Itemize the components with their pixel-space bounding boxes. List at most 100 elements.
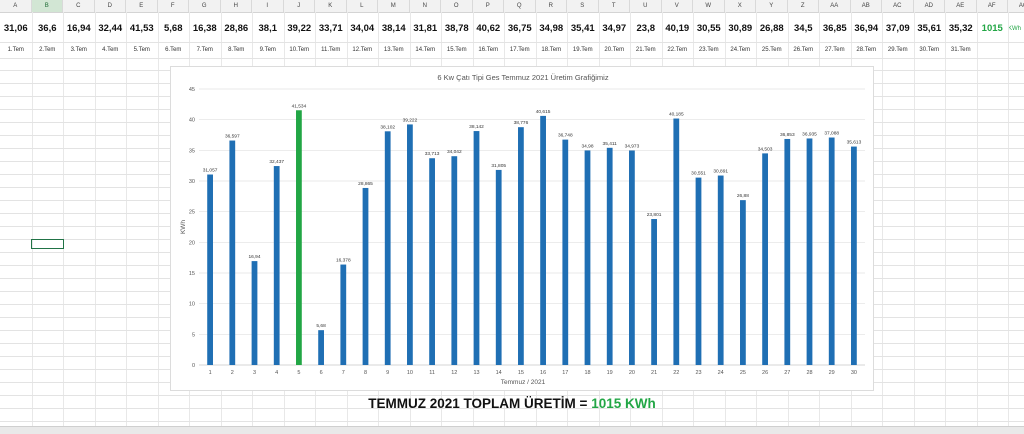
column-header-n[interactable]: N <box>410 0 441 12</box>
column-header-ag[interactable]: AG <box>1008 0 1024 12</box>
day-label-cell[interactable]: 29.Tem <box>887 47 908 53</box>
day-label-cell[interactable]: 19.Tem <box>572 47 593 53</box>
column-header-a[interactable]: A <box>0 0 32 12</box>
day-label-cell[interactable]: 13.Tem <box>383 47 404 53</box>
day-label-cell[interactable]: 15.Tem <box>446 47 467 53</box>
column-header-aa[interactable]: AA <box>819 0 851 12</box>
total-unit-cell[interactable]: KWh <box>1008 26 1022 32</box>
daily-value-cell[interactable]: 26,88 <box>759 23 784 34</box>
daily-value-cell[interactable]: 36,94 <box>854 23 879 34</box>
daily-value-cell[interactable]: 41,53 <box>129 23 154 34</box>
day-label-cell[interactable]: 26.Tem <box>793 47 814 53</box>
column-header-t[interactable]: T <box>599 0 630 12</box>
day-label-cell[interactable]: 12.Tem <box>352 47 373 53</box>
day-label-cell[interactable]: 28.Tem <box>856 47 877 53</box>
total-cell[interactable]: 1015 <box>981 23 1003 34</box>
daily-value-cell[interactable]: 23,8 <box>636 23 656 34</box>
daily-value-cell[interactable]: 34,04 <box>350 23 375 34</box>
column-header-ac[interactable]: AC <box>882 0 914 12</box>
column-header-q[interactable]: Q <box>504 0 536 12</box>
column-header-ae[interactable]: AE <box>945 0 977 12</box>
column-header-w[interactable]: W <box>693 0 725 12</box>
day-label-cell[interactable]: 17.Tem <box>509 47 530 53</box>
day-label-cell[interactable]: 9.Tem <box>259 47 276 53</box>
column-header-r[interactable]: R <box>536 0 567 12</box>
day-label-cell[interactable]: 7.Tem <box>196 47 213 53</box>
daily-value-cell[interactable]: 37,09 <box>885 23 910 34</box>
day-label-cell[interactable]: 10.Tem <box>289 47 310 53</box>
daily-value-cell[interactable]: 36,6 <box>38 23 57 34</box>
column-header-b[interactable]: B <box>31 0 63 12</box>
day-label-cell[interactable]: 3.Tem <box>70 47 87 53</box>
column-header-d[interactable]: D <box>95 0 126 12</box>
daily-value-cell[interactable]: 36,85 <box>822 23 847 34</box>
daily-value-cell[interactable]: 38,78 <box>444 23 469 34</box>
day-label-cell[interactable]: 24.Tem <box>730 47 751 53</box>
daily-value-cell[interactable]: 16,94 <box>66 23 91 34</box>
day-label-cell[interactable]: 18.Tem <box>541 47 562 53</box>
column-header-f[interactable]: F <box>158 0 189 12</box>
column-header-z[interactable]: Z <box>788 0 819 12</box>
day-label-cell[interactable]: 4.Tem <box>102 47 119 53</box>
day-label-cell[interactable]: 21.Tem <box>635 47 656 53</box>
column-header-x[interactable]: X <box>725 0 756 12</box>
column-header-h[interactable]: H <box>221 0 252 12</box>
chart-area[interactable]: 6 Kw Çatı Tipi Ges Temmuz 2021 Üretim Gr… <box>170 66 874 391</box>
column-header-u[interactable]: U <box>630 0 662 12</box>
column-header-v[interactable]: V <box>662 0 693 12</box>
column-header-ab[interactable]: AB <box>851 0 882 12</box>
daily-value-cell[interactable]: 38,1 <box>258 23 278 34</box>
day-label-cell[interactable]: 31.Tem <box>950 47 971 53</box>
daily-value-cell[interactable]: 38,14 <box>381 23 406 34</box>
column-header-y[interactable]: Y <box>756 0 788 12</box>
column-header-o[interactable]: O <box>441 0 473 12</box>
column-header-s[interactable]: S <box>567 0 599 12</box>
daily-value-cell[interactable]: 30,89 <box>728 23 753 34</box>
daily-value-cell[interactable]: 34,98 <box>539 23 564 34</box>
selected-cell[interactable] <box>31 239 64 249</box>
column-header-j[interactable]: J <box>284 0 315 12</box>
daily-value-cell[interactable]: 32,44 <box>98 23 123 34</box>
column-header-c[interactable]: C <box>63 0 95 12</box>
daily-value-cell[interactable]: 39,22 <box>287 23 312 34</box>
column-header-p[interactable]: P <box>473 0 504 12</box>
daily-value-cell[interactable]: 40,62 <box>476 23 501 34</box>
day-label-cell[interactable]: 2.Tem <box>39 47 56 53</box>
daily-value-cell[interactable]: 35,41 <box>570 23 595 34</box>
daily-value-cell[interactable]: 31,06 <box>3 23 28 34</box>
daily-value-cell[interactable]: 33,71 <box>318 23 343 34</box>
daily-value-cell[interactable]: 5,68 <box>164 23 183 34</box>
day-label-cell[interactable]: 25.Tem <box>761 47 782 53</box>
day-label-cell[interactable]: 14.Tem <box>415 47 436 53</box>
daily-value-cell[interactable]: 30,55 <box>696 23 721 34</box>
column-header-ad[interactable]: AD <box>914 0 945 12</box>
daily-value-cell[interactable]: 35,61 <box>917 23 942 34</box>
daily-value-cell[interactable]: 28,86 <box>224 23 249 34</box>
column-header-g[interactable]: G <box>189 0 221 12</box>
column-header-af[interactable]: AF <box>977 0 1008 12</box>
daily-value-cell[interactable]: 34,97 <box>602 23 627 34</box>
day-label-cell[interactable]: 6.Tem <box>165 47 182 53</box>
column-header-e[interactable]: E <box>126 0 158 12</box>
day-label-cell[interactable]: 1.Tem <box>7 47 24 53</box>
daily-value-cell[interactable]: 16,38 <box>192 23 217 34</box>
bar-12 <box>451 156 458 365</box>
daily-value-cell[interactable]: 36,75 <box>507 23 532 34</box>
day-label-cell[interactable]: 30.Tem <box>919 47 940 53</box>
column-header-m[interactable]: M <box>378 0 410 12</box>
day-label-cell[interactable]: 5.Tem <box>133 47 150 53</box>
day-label-cell[interactable]: 23.Tem <box>698 47 719 53</box>
daily-value-cell[interactable]: 40,19 <box>665 23 690 34</box>
day-label-cell[interactable]: 16.Tem <box>478 47 499 53</box>
daily-value-cell[interactable]: 35,32 <box>948 23 973 34</box>
day-label-cell[interactable]: 11.Tem <box>321 47 341 53</box>
column-header-i[interactable]: I <box>252 0 284 12</box>
day-label-cell[interactable]: 27.Tem <box>824 47 845 53</box>
day-label-cell[interactable]: 8.Tem <box>228 47 245 53</box>
column-header-l[interactable]: L <box>347 0 378 12</box>
day-label-cell[interactable]: 22.Tem <box>667 47 688 53</box>
column-header-k[interactable]: K <box>315 0 347 12</box>
daily-value-cell[interactable]: 31,81 <box>413 23 438 34</box>
day-label-cell[interactable]: 20.Tem <box>604 47 625 53</box>
daily-value-cell[interactable]: 34,5 <box>794 23 813 34</box>
